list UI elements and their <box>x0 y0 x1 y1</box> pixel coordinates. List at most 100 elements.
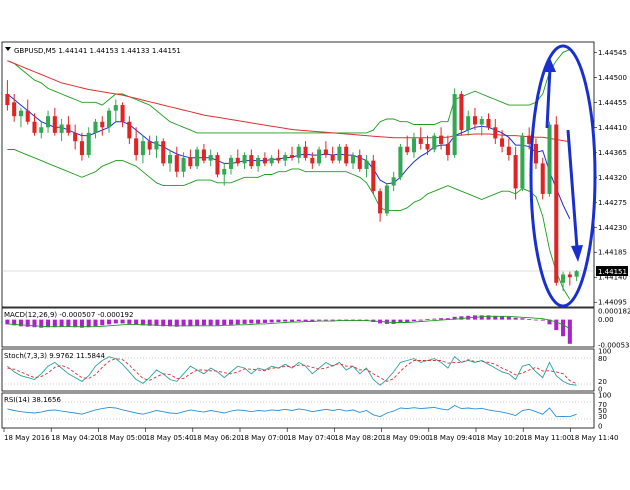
candle-body <box>317 149 322 164</box>
candle-body <box>554 124 559 283</box>
macd-bar <box>5 319 10 325</box>
candle-body <box>506 146 511 156</box>
macd-bar <box>18 319 23 327</box>
macd-bar <box>120 319 125 324</box>
rsi-tick-label: 50 <box>598 407 607 415</box>
candle-body <box>228 157 234 169</box>
macd-bar <box>256 319 261 324</box>
macd-bar <box>154 319 159 326</box>
macd-bar <box>310 319 315 322</box>
candle-body <box>500 138 505 147</box>
price-tick-label: 1.44545 <box>598 49 627 57</box>
candle-body <box>181 157 186 172</box>
candle-body <box>418 138 423 144</box>
stoch-signal-line <box>7 358 577 385</box>
macd-bar <box>100 319 105 326</box>
rsi-title: RSI(14) 38.1656 <box>4 396 61 404</box>
macd-bar <box>520 318 525 320</box>
macd-bar <box>201 319 206 326</box>
time-tick-label: 18 May 07:00 <box>240 434 288 442</box>
time-tick-label: 18 May 09:00 <box>382 434 430 442</box>
price-tick-label: 1.44230 <box>598 224 627 232</box>
candle-body <box>323 149 328 156</box>
candle-body <box>466 116 471 131</box>
candle-body <box>289 155 295 158</box>
price-tick-label: 1.44320 <box>598 174 627 182</box>
candle-body <box>310 157 315 164</box>
candle-body <box>127 121 132 139</box>
macd-bar <box>445 318 450 320</box>
macd-bar <box>262 319 267 323</box>
candle-body <box>303 146 308 158</box>
macd-bar <box>134 319 139 325</box>
candle-body <box>445 143 450 156</box>
candle-body <box>222 168 227 175</box>
bollinger-lower-line <box>7 149 571 300</box>
symbol-dropdown-icon[interactable] <box>5 47 11 51</box>
stoch-title: Stoch(7,3,3) 9.9762 11.5844 <box>4 352 105 360</box>
rsi-tick-label: 70 <box>598 401 607 409</box>
macd-bar <box>561 319 566 337</box>
candle-body <box>73 132 78 142</box>
time-tick-label: 18 May 11:40 <box>570 434 618 442</box>
macd-bar <box>235 319 240 325</box>
candle-body <box>540 163 545 194</box>
macd-bar <box>330 319 335 321</box>
candle-body <box>140 141 145 156</box>
macd-bar <box>276 319 281 323</box>
time-tick-label: 18 May 2016 <box>4 434 50 442</box>
macd-bar <box>39 319 44 328</box>
candle-body <box>107 110 112 128</box>
macd-bar <box>147 319 152 326</box>
macd-bar <box>459 316 464 320</box>
candle-body <box>5 93 10 106</box>
candle-body <box>195 149 200 167</box>
rsi-polyline <box>7 404 577 418</box>
candle-body <box>479 118 484 125</box>
macd-histogram <box>5 315 572 344</box>
stoch-tick-label: 100 <box>598 348 611 356</box>
price-tick-label: 1.44095 <box>598 299 627 307</box>
macd-bar <box>411 319 417 322</box>
candle-body <box>276 157 281 161</box>
time-tick-label: 18 May 05:40 <box>146 434 194 442</box>
macd-tick-label: 0.000182 <box>598 308 630 316</box>
stoch-lines <box>7 356 577 386</box>
macd-bar <box>439 318 444 320</box>
price-panel-frame <box>1 41 595 308</box>
macd-bar <box>249 319 254 324</box>
rsi-tick-label: 30 <box>598 413 607 421</box>
macd-bar <box>554 319 559 331</box>
rsi-line <box>7 404 577 418</box>
candle-body <box>59 124 64 133</box>
stoch-tick-label: 80 <box>598 355 607 363</box>
macd-bar <box>547 319 552 325</box>
candle-body <box>249 155 254 167</box>
macd-bar <box>391 319 396 324</box>
time-tick-label: 18 May 06:20 <box>193 434 241 442</box>
macd-bar <box>127 319 132 324</box>
ma-short-line <box>7 93 571 220</box>
stoch-tick-label: 20 <box>598 378 607 386</box>
candle-body <box>154 141 159 150</box>
candle-body <box>18 110 23 117</box>
candle-body <box>296 146 301 158</box>
candles <box>5 80 579 292</box>
candle-body <box>533 143 538 164</box>
rsi-tick-label: 0 <box>598 423 602 431</box>
candle-body <box>364 160 369 169</box>
macd-bar <box>500 316 505 320</box>
candle-body <box>134 138 139 156</box>
price-tick-label: 1.44275 <box>598 199 627 207</box>
macd-bar <box>174 319 179 327</box>
macd-bar <box>418 319 423 321</box>
price-tick-label: 1.44140 <box>598 274 627 282</box>
time-tick-label: 18 May 07:40 <box>287 434 335 442</box>
macd-bar <box>215 319 220 326</box>
candle-body <box>432 135 437 150</box>
macd-bar <box>73 319 78 328</box>
macd-bar <box>533 319 538 321</box>
candle-body <box>39 127 44 133</box>
